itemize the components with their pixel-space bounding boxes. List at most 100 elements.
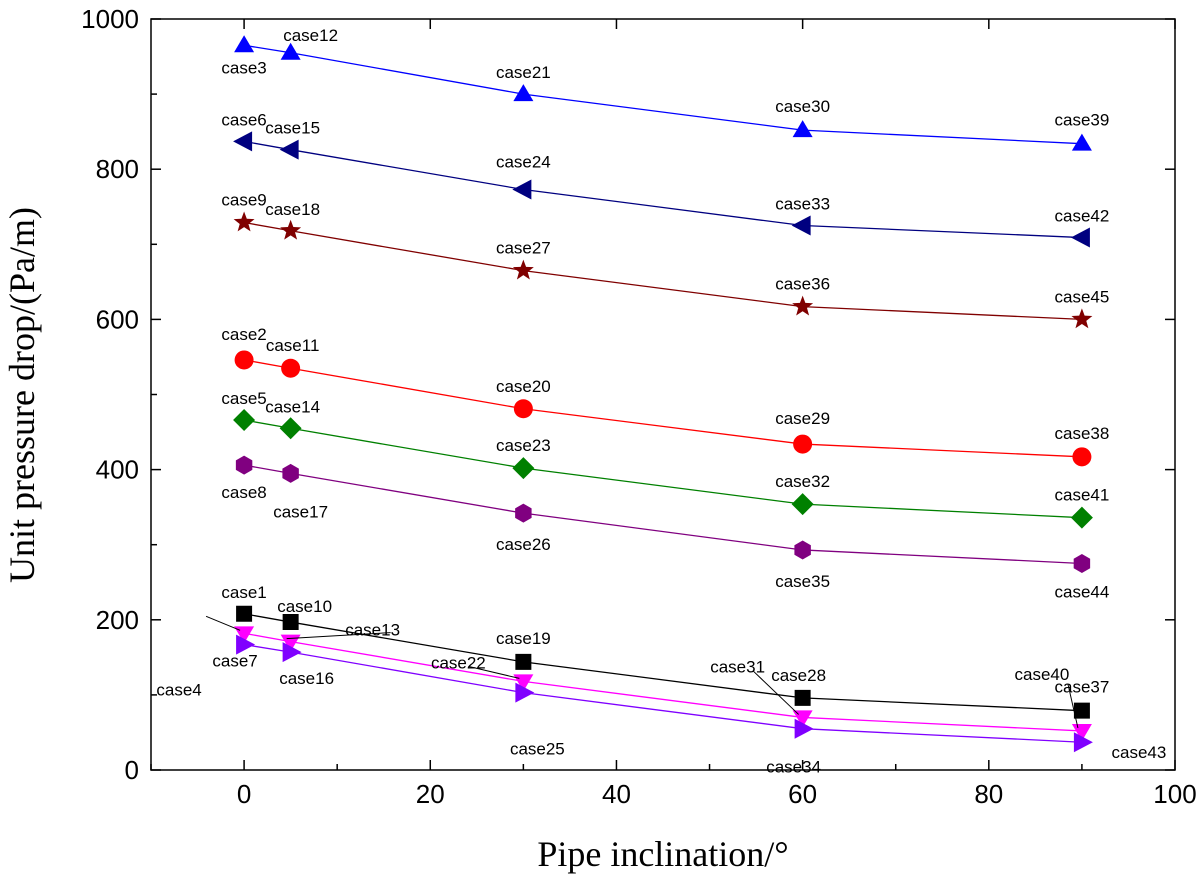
data-label: case21 — [496, 63, 551, 82]
leader-line — [753, 671, 799, 715]
y-tick-label: 200 — [96, 605, 139, 635]
series-diamond-point — [791, 493, 814, 516]
data-label: case40 — [1014, 665, 1069, 684]
series-square-point — [1073, 702, 1090, 719]
leader-line — [1067, 683, 1079, 729]
series-markers — [233, 35, 1093, 753]
data-label: case23 — [496, 436, 551, 455]
data-label: case8 — [221, 483, 266, 502]
data-label: case11 — [266, 336, 320, 355]
series-triangle-down-point — [280, 634, 301, 652]
series-triangle-up-point — [1071, 133, 1092, 151]
series-square-point — [794, 689, 811, 706]
data-label: case7 — [212, 652, 257, 671]
data-label: case38 — [1054, 424, 1109, 443]
series-circle-point — [281, 358, 301, 378]
x-axis-title: Pipe inclination/° — [537, 834, 788, 874]
series-square-point — [515, 653, 532, 670]
data-label: case41 — [1054, 486, 1109, 505]
data-label: case5 — [221, 389, 266, 408]
data-label: case45 — [1054, 287, 1109, 306]
series-star-point — [1071, 308, 1093, 329]
data-label: case10 — [277, 597, 332, 616]
data-label: case37 — [1054, 678, 1109, 697]
series-hexagon-point — [282, 463, 299, 483]
data-label: case35 — [775, 572, 830, 591]
series-diamond-point — [279, 417, 302, 440]
series-circle-point — [234, 350, 254, 370]
series-star-point — [233, 211, 255, 232]
x-tick-label: 40 — [602, 779, 631, 809]
series-hexagon-point — [515, 503, 532, 523]
series-circle-point — [793, 434, 813, 454]
x-tick-label: 20 — [416, 779, 445, 809]
data-label: case13 — [345, 621, 400, 640]
leader-line — [468, 665, 520, 679]
series-triangle-right-point — [1073, 732, 1093, 753]
data-label: case18 — [265, 200, 320, 219]
data-label: case2 — [221, 325, 266, 344]
series-hexagon-point — [1073, 553, 1091, 573]
series-circle-point — [513, 399, 533, 419]
data-label: case15 — [265, 119, 320, 138]
y-tick-label: 600 — [96, 304, 139, 334]
series-triangle-up-point — [513, 84, 534, 102]
series-diamond-point — [1070, 506, 1093, 529]
data-label: case17 — [273, 502, 328, 521]
series-triangle-left-point — [512, 179, 532, 200]
data-label: case22 — [431, 653, 486, 672]
data-label: case34 — [766, 758, 821, 777]
series-triangle-down-point — [792, 710, 813, 728]
data-label: case12 — [283, 26, 338, 45]
series-star-point — [792, 295, 814, 316]
data-label: case32 — [775, 472, 830, 491]
series-triangle-left-point — [233, 131, 253, 152]
series-triangle-down-point — [1071, 723, 1092, 741]
data-label: case26 — [496, 535, 551, 554]
x-tick-label: 100 — [1153, 779, 1196, 809]
data-label: case39 — [1054, 111, 1109, 130]
data-label: case43 — [1111, 743, 1166, 762]
series-diamond-point — [233, 409, 256, 432]
data-label: case4 — [156, 680, 201, 699]
data-label: case3 — [221, 58, 266, 77]
data-label: case44 — [1054, 582, 1109, 601]
series-triangle-up-point — [280, 42, 301, 60]
series-circle-point — [1072, 447, 1092, 467]
data-label: case27 — [496, 239, 551, 258]
data-label: case36 — [775, 275, 830, 294]
x-tick-label: 0 — [237, 779, 251, 809]
series-hexagon-point — [794, 540, 811, 560]
data-label: case19 — [496, 629, 551, 648]
series-triangle-left-point — [1070, 227, 1090, 248]
x-tick-label: 80 — [974, 779, 1003, 809]
series-triangle-right-point — [515, 682, 535, 703]
data-label: case16 — [279, 669, 334, 688]
series-star-point — [280, 219, 302, 240]
series-triangle-up-point — [234, 35, 255, 53]
data-label: case30 — [775, 97, 830, 116]
series-triangle-right-point — [282, 642, 302, 663]
series-square-point — [236, 605, 253, 622]
data-label: case6 — [221, 110, 266, 129]
data-label: case1 — [221, 583, 266, 602]
y-axis-title: Unit pressure drop/(Pa/m) — [2, 207, 42, 583]
leader-line — [286, 632, 391, 640]
series-triangle-right-point — [794, 718, 814, 739]
series-diamond-point — [512, 457, 535, 480]
data-labels: case3 case12 case21 case30 case39 case6case15… — [156, 26, 1166, 777]
data-label: case14 — [265, 397, 320, 416]
data-label: case31 — [710, 657, 765, 676]
series-star-point — [512, 259, 534, 280]
series-hexagon-point — [235, 455, 253, 475]
y-tick-label: 400 — [96, 455, 139, 485]
series-triangle-up-point — [792, 120, 813, 138]
data-label: case25 — [510, 740, 565, 759]
data-label: case20 — [496, 377, 551, 396]
data-label: case29 — [775, 409, 830, 428]
data-label: case9 — [221, 191, 266, 210]
y-tick-label: 1000 — [81, 4, 139, 34]
data-label: case28 — [771, 666, 826, 685]
